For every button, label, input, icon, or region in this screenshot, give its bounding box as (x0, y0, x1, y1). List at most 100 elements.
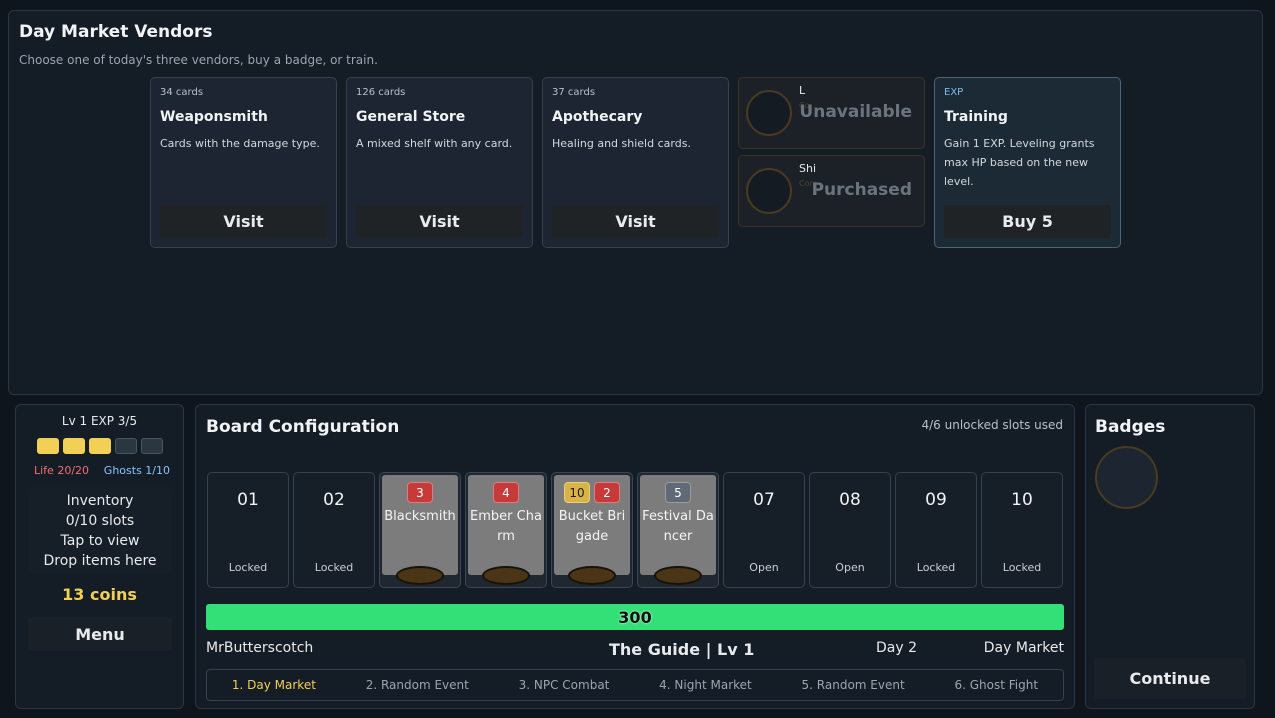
stage-item: 3. NPC Combat (518, 678, 610, 692)
card-tags: 3 (380, 482, 460, 503)
inventory-line: Inventory (66, 493, 134, 509)
exp-pip-empty (115, 438, 137, 454)
board-empty-slot[interactable]: 01 Locked (207, 472, 289, 588)
board-panel: Board Configuration 4/6 unlocked slots u… (195, 404, 1075, 709)
slot-number: 02 (323, 490, 345, 510)
status-row: MrButterscotch The Guide | Lv 1 Day 2 Da… (206, 640, 1064, 660)
inventory-line: Drop items here (43, 553, 157, 569)
exp-pip-filled (89, 438, 111, 454)
card-socket-icon (568, 566, 616, 585)
card-stat-badge: 10 (564, 482, 590, 503)
vendors-panel: Day Market Vendors Choose one of today's… (8, 10, 1263, 395)
slot-number: 09 (925, 490, 947, 510)
hp-bar: 300 (206, 604, 1064, 630)
vendor-card-apothecary: 37 cards Apothecary Healing and shield c… (542, 77, 729, 248)
board-card-slot[interactable]: 3 Blacksmith (379, 472, 461, 588)
badge-slot-icon[interactable] (1095, 446, 1158, 509)
board-card-slot[interactable]: 5 Festival Dancer (637, 472, 719, 588)
stage-item: 6. Ghost Fight (954, 678, 1039, 692)
continue-button[interactable]: Continue (1094, 658, 1246, 699)
opponent-label: The Guide | Lv 1 (609, 640, 755, 659)
player-name: MrButterscotch (206, 640, 314, 656)
inventory-dropzone[interactable]: Inventory 0/10 slots Tap to view Drop it… (28, 487, 172, 573)
vendor-card-name: Weaponsmith (160, 109, 268, 125)
card-socket-icon (396, 566, 444, 585)
card-socket-icon (482, 566, 530, 585)
card-tags: 4 (466, 482, 546, 503)
stage-item: 1. Day Market (231, 678, 316, 692)
vendor-card-desc: Cards with the damage type. (160, 137, 320, 150)
life-counter: Life 20/20 (34, 464, 90, 477)
player-panel: Lv 1 EXP 3/5 Life 20/20 Ghosts 1/10 Inve… (15, 404, 184, 709)
board-card-slot[interactable]: 4 Ember Charm (465, 472, 547, 588)
badge-offer-purchased: Shi Com Purchased (738, 155, 925, 227)
board-empty-slot[interactable]: 10 Locked (981, 472, 1063, 588)
badge-offer-sub: Co (799, 101, 810, 110)
stage-item: 5. Random Event (801, 678, 905, 692)
board-title: Board Configuration (206, 417, 400, 437)
card-tags: 10 2 (552, 482, 632, 503)
slot-state: Open (749, 561, 779, 574)
vendor-card-desc: A mixed shelf with any card. (356, 137, 513, 150)
stage-item: 2. Random Event (365, 678, 469, 692)
visit-weaponsmith-button[interactable]: Visit (160, 205, 327, 238)
menu-button[interactable]: Menu (28, 617, 172, 651)
slot-state: Locked (314, 561, 354, 574)
badge-offer-unavailable: L Co Unavailable (738, 77, 925, 149)
buy-training-button[interactable]: Buy 5 (944, 205, 1111, 238)
inventory-line: 0/10 slots (65, 513, 135, 529)
slot-number: 10 (1011, 490, 1033, 510)
slot-number: 08 (839, 490, 861, 510)
coins-counter: 13 coins (62, 585, 137, 604)
stage-track: 1. Day Market 2. Random Event 3. NPC Comba… (206, 669, 1064, 701)
vendor-card-general-store: 126 cards General Store A mixed shelf wi… (346, 77, 533, 248)
badge-ring-icon (746, 90, 792, 136)
slot-number: 01 (237, 490, 259, 510)
card-name: Blacksmith (384, 509, 456, 524)
visit-general-store-button[interactable]: Visit (356, 205, 523, 238)
badge-ring-icon (746, 168, 792, 214)
stage-item: 4. Night Market (659, 678, 752, 692)
card-stat-badge: 4 (493, 482, 519, 503)
card-socket-icon (654, 566, 702, 585)
training-desc: Gain 1 EXP. Leveling grants max HP based… (944, 137, 1095, 188)
slot-state: Locked (916, 561, 956, 574)
vendor-card-weaponsmith: 34 cards Weaponsmith Cards with the dama… (150, 77, 337, 248)
board-empty-slot[interactable]: 09 Locked (895, 472, 977, 588)
badge-offer-name: Shi (799, 162, 817, 175)
vendors-subtitle: Choose one of today's three vendors, buy… (19, 53, 378, 67)
slot-state: Locked (228, 561, 268, 574)
card-name: Ember Charm (470, 509, 542, 544)
card-name: Bucket Brigade (558, 509, 626, 544)
training-name: Training (944, 109, 1008, 125)
visit-apothecary-button[interactable]: Visit (552, 205, 719, 238)
day-label: Day 2 (876, 640, 918, 656)
card-stat-badge: 3 (407, 482, 433, 503)
training-card: EXP Training Gain 1 EXP. Leveling grants… (934, 77, 1121, 248)
card-name: Festival Dancer (642, 509, 714, 544)
card-stat-badge: 2 (594, 482, 620, 503)
card-stat-badge: 5 (665, 482, 691, 503)
slot-number: 07 (753, 490, 775, 510)
vendor-card-count: 126 cards (356, 87, 406, 98)
exp-pips (37, 438, 163, 454)
badges-panel: Badges Continue (1085, 404, 1255, 709)
badges-title: Badges (1095, 417, 1166, 437)
inventory-line: Tap to view (60, 533, 140, 549)
board-empty-slot[interactable]: 07 Open (723, 472, 805, 588)
vendor-card-name: General Store (356, 109, 466, 125)
phase-label: Day Market (983, 640, 1064, 656)
badge-offer-status: Unavailable (799, 102, 912, 122)
slots-used-text: 4/6 unlocked slots used (921, 418, 1063, 432)
vendor-card-count: 34 cards (160, 87, 204, 98)
board-card-slot[interactable]: 10 2 Bucket Brigade (551, 472, 633, 588)
exp-pip-empty (141, 438, 163, 454)
ghosts-counter: Ghosts 1/10 (103, 464, 170, 477)
badge-offer-status: Purchased (811, 180, 912, 200)
vendor-card-count: 37 cards (552, 87, 596, 98)
badge-offer-name: L (799, 84, 806, 97)
slot-state: Open (835, 561, 865, 574)
vendor-card-desc: Healing and shield cards. (552, 137, 691, 150)
board-empty-slot[interactable]: 08 Open (809, 472, 891, 588)
board-empty-slot[interactable]: 02 Locked (293, 472, 375, 588)
